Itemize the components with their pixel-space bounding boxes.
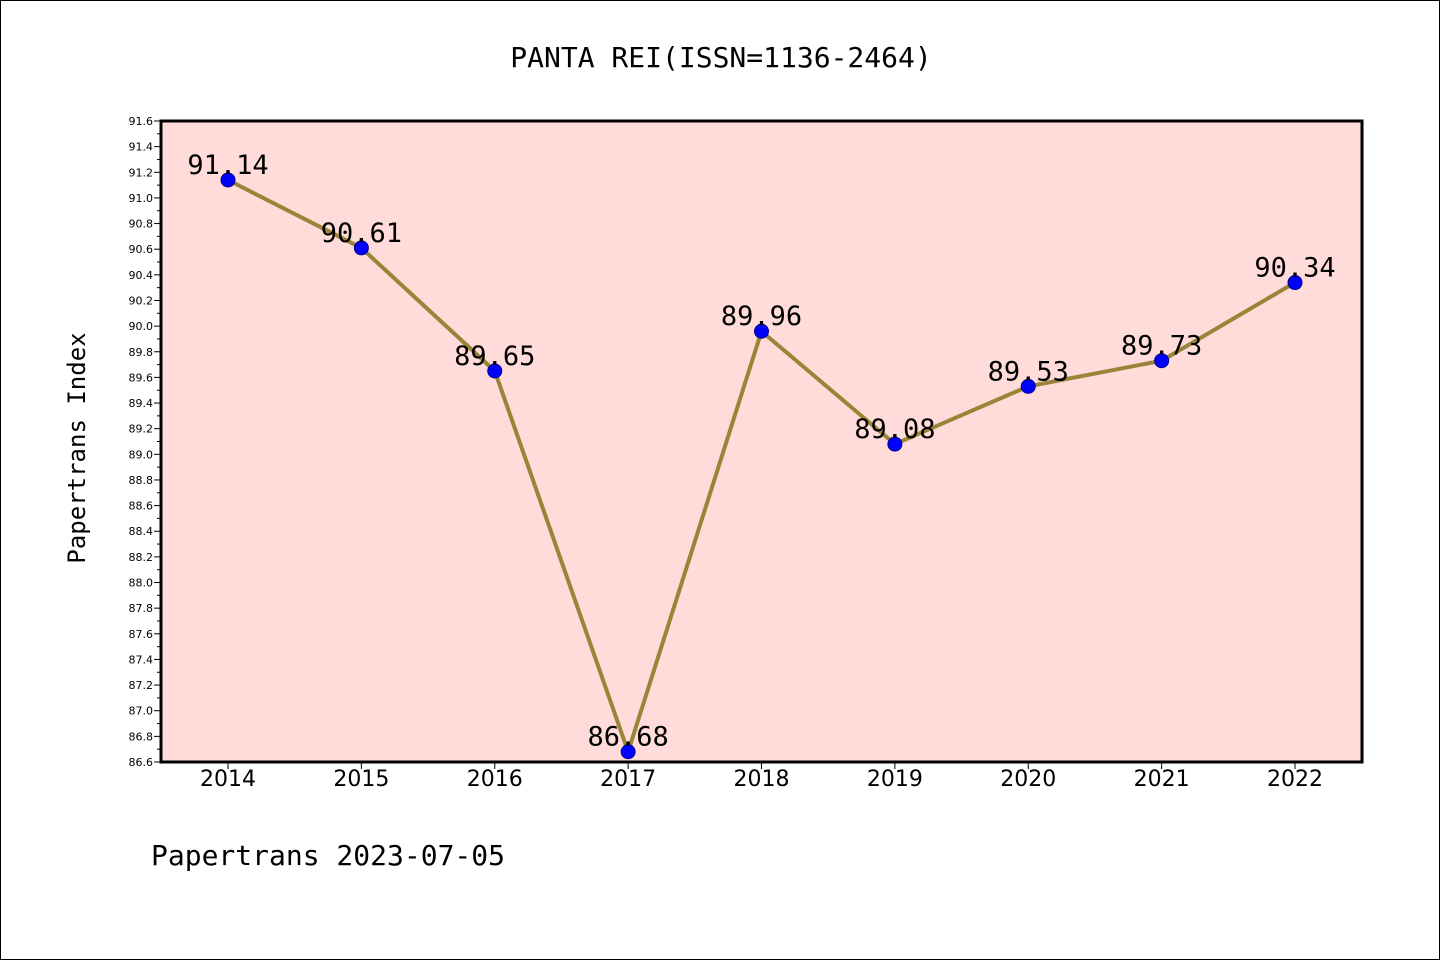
y-tick-label: 87.2 [129,679,154,692]
data-point [887,436,903,452]
y-tick-label: 87.0 [129,705,154,718]
data-label: 89.65 [454,341,535,372]
y-tick-label: 89.0 [129,448,154,461]
data-labels: 91.14 90.61 89.65 86.68 89.96 89.08 89.53 89.73… [187,150,1335,753]
x-tick-label: 2020 [1000,767,1056,792]
y-tick-label: 90.0 [129,320,154,333]
y-tick-label: 87.4 [129,653,154,666]
x-tick-label: 2016 [467,767,523,792]
y-tick-label: 87.6 [129,628,154,641]
plot-area [161,121,1362,762]
y-tick-label: 91.6 [129,115,154,128]
data-label: 91.14 [187,150,268,181]
y-tick-label: 88.6 [129,500,154,513]
y-tick-label: 88.4 [129,525,154,538]
plot-border [159,119,1364,764]
y-tick-label: 90.8 [129,218,154,231]
y-tick-label: 86.6 [129,756,154,769]
data-point [754,323,769,339]
x-tick-label: 2021 [1134,767,1190,792]
data-point [1020,378,1036,394]
y-tick-label: 89.2 [129,423,154,436]
x-tick-label: 2019 [867,767,923,792]
chart-title: PANTA REI(ISSN=1136-2464) [510,41,931,74]
data-point [487,363,503,379]
data-point [353,240,369,256]
x-tick-label: 2014 [200,767,256,792]
y-tick-label: 91.4 [129,141,154,154]
data-label: 89.73 [1121,331,1202,362]
y-axis: 86.6 86.8 87.0 87.2 87.4 87.6 87.8 88.0 88.2 88.4… [129,115,161,769]
x-axis: 2014 2015 2016 2017 2018 2019 2020 2021 2022 [200,762,1323,792]
series-line [220,172,1303,760]
data-label: 90.34 [1254,253,1335,284]
y-tick-label: 91.2 [129,166,154,179]
y-tick-label: 91.0 [129,192,154,205]
data-label: 86.68 [587,722,668,753]
y-tick-label: 89.8 [129,346,154,359]
y-tick-label: 89.4 [129,397,154,410]
data-point [1154,353,1170,369]
data-label: 90.61 [321,218,402,249]
data-point [220,172,236,188]
x-tick-label: 2015 [333,767,389,792]
y-tick-label: 90.6 [129,243,154,256]
data-point [620,744,636,760]
data-label: 89.96 [721,301,802,332]
y-tick-label: 88.0 [129,577,154,590]
y-axis-label: Papertrans Index [63,332,91,563]
x-tick-label: 2018 [734,767,790,792]
data-label: 89.53 [988,356,1069,387]
y-tick-label: 88.2 [129,551,154,564]
y-tick-label: 90.4 [129,269,154,282]
y-tick-label: 90.2 [129,294,154,307]
y-tick-label: 89.6 [129,371,154,384]
data-point [1287,275,1303,291]
x-tick-label: 2022 [1267,767,1323,792]
y-tick-label: 88.8 [129,474,154,487]
y-tick-label: 86.8 [129,730,154,743]
y-tick-label: 87.8 [129,602,154,615]
data-label: 89.08 [854,414,935,445]
footer-text: Papertrans 2023-07-05 [151,839,505,872]
x-tick-label: 2017 [600,767,656,792]
